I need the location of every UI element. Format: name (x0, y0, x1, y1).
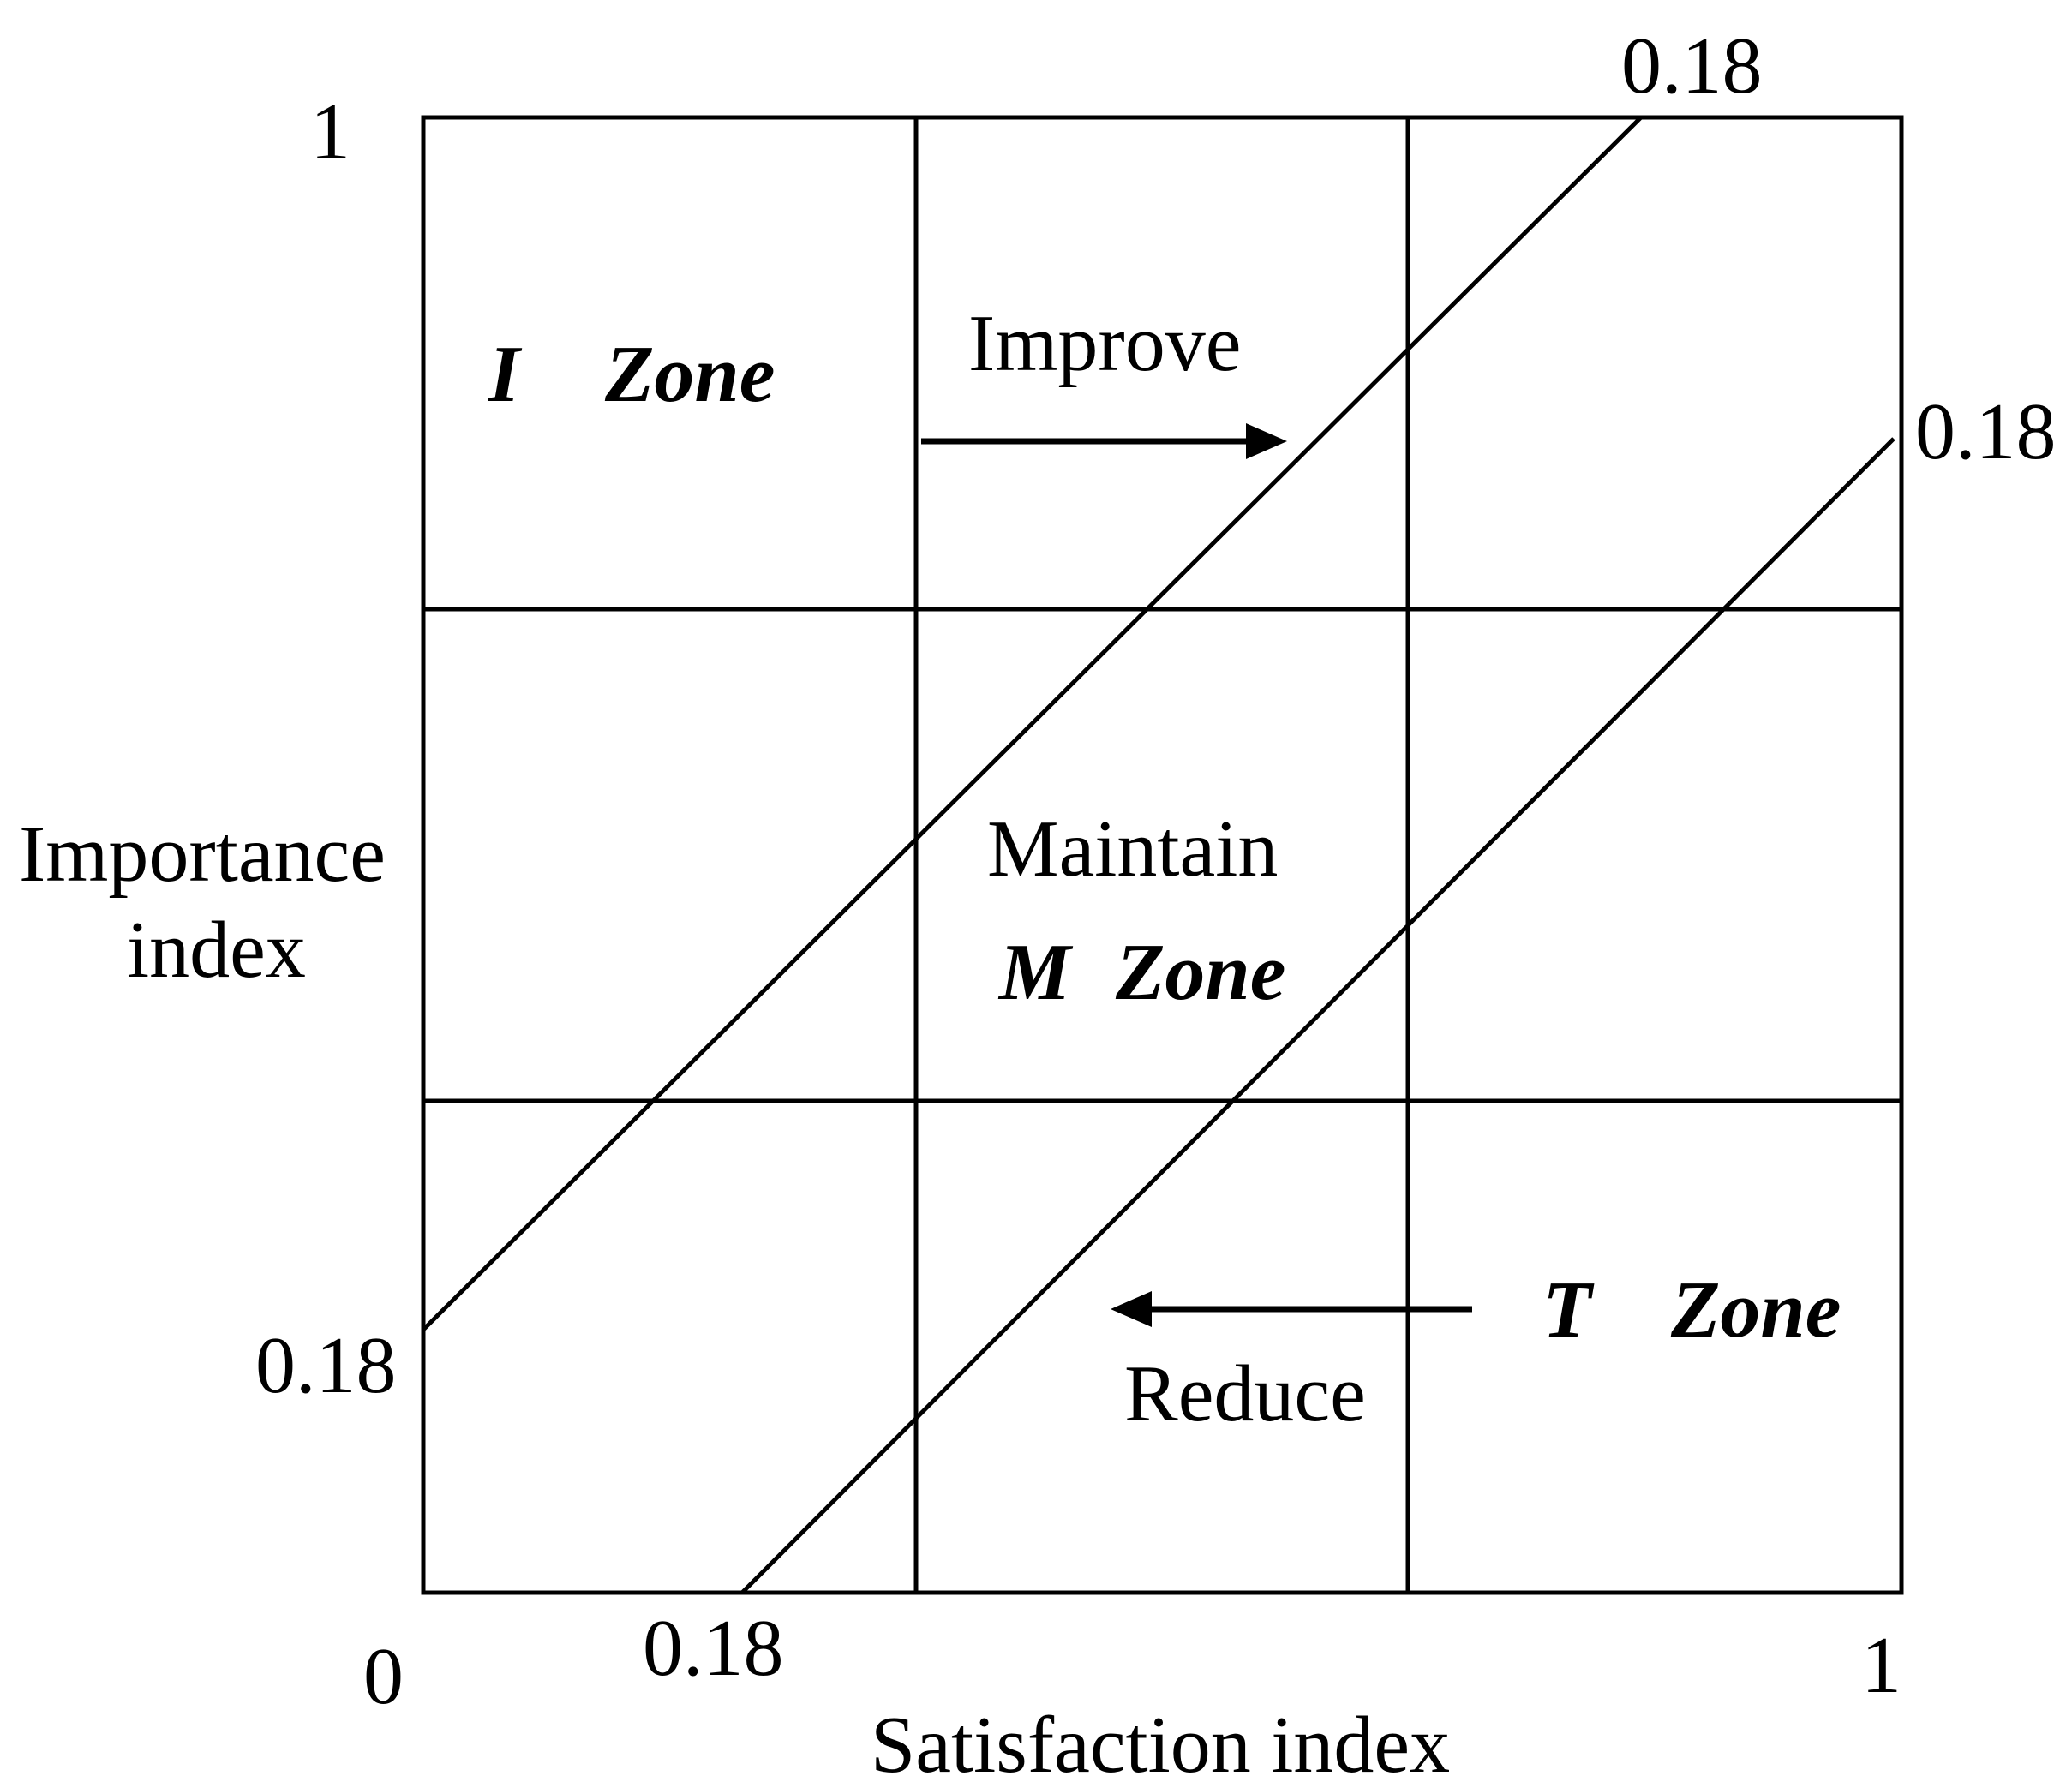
upper-threshold-line (422, 116, 1643, 1331)
t-zone-letter: T (1542, 1265, 1595, 1354)
threshold-label-left: 0.18 (255, 1321, 397, 1410)
t-zone-word: Zone (1670, 1265, 1841, 1354)
threshold-label-top: 0.18 (1621, 21, 1763, 111)
threshold-label-right: 0.18 (1915, 387, 2057, 476)
x-axis-title: Satisfaction index (871, 1701, 1450, 1788)
lower-threshold-line (740, 437, 1895, 1594)
reduce-label: Reduce (1124, 1349, 1366, 1438)
maintain-label: Maintain (987, 804, 1278, 894)
origin-label: 0 (363, 1632, 404, 1721)
m-zone-letter: M (997, 928, 1074, 1017)
improve-arrow-head (1246, 423, 1287, 459)
grid-frame (421, 115, 1904, 1595)
m-zone-word: Zone (1115, 928, 1285, 1017)
i-zone-letter: I (488, 330, 523, 419)
y-axis-title-line2: index (127, 906, 306, 995)
y-axis-title-line1: Importance (19, 810, 386, 899)
y-max-label: 1 (310, 87, 350, 176)
reduce-arrow-head (1111, 1291, 1152, 1327)
improve-label: Improve (968, 299, 1241, 388)
threshold-label-bottom: 0.18 (643, 1604, 784, 1693)
x-max-label: 1 (1861, 1621, 1901, 1710)
i-zone-word: Zone (604, 330, 775, 419)
